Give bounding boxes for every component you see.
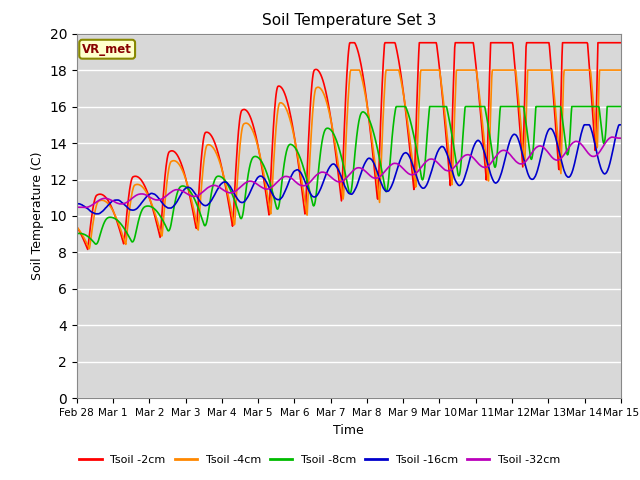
Tsoil -16cm	[294, 167, 301, 173]
Line: Tsoil -4cm: Tsoil -4cm	[77, 70, 621, 249]
Tsoil -8cm	[508, 104, 516, 109]
Tsoil -16cm	[498, 169, 506, 175]
Tsoil -16cm	[617, 122, 625, 128]
Y-axis label: Soil Temperature (C): Soil Temperature (C)	[31, 152, 44, 280]
Line: Tsoil -32cm: Tsoil -32cm	[77, 137, 621, 207]
Tsoil -8cm	[92, 241, 100, 247]
Tsoil -4cm	[129, 186, 137, 192]
Tsoil -4cm	[499, 67, 506, 73]
Tsoil -4cm	[617, 67, 625, 73]
Tsoil -8cm	[617, 104, 625, 109]
Tsoil -8cm	[447, 130, 455, 135]
Tsoil -8cm	[73, 230, 81, 236]
Tsoil -2cm	[508, 40, 516, 46]
Tsoil -32cm	[313, 172, 321, 178]
Line: Tsoil -8cm: Tsoil -8cm	[77, 107, 621, 244]
X-axis label: Time: Time	[333, 424, 364, 437]
Tsoil -8cm	[392, 104, 400, 109]
Tsoil -4cm	[447, 176, 455, 182]
Tsoil -8cm	[129, 239, 137, 245]
Tsoil -4cm	[347, 67, 355, 73]
Tsoil -2cm	[84, 247, 92, 252]
Tsoil -16cm	[580, 122, 588, 128]
Tsoil -16cm	[508, 134, 515, 140]
Tsoil -32cm	[82, 204, 90, 210]
Tsoil -4cm	[313, 84, 321, 90]
Tsoil -4cm	[294, 151, 301, 156]
Tsoil -2cm	[313, 67, 321, 72]
Tsoil -32cm	[447, 167, 455, 173]
Tsoil -32cm	[73, 204, 81, 210]
Tsoil -16cm	[129, 207, 137, 213]
Tsoil -32cm	[508, 153, 515, 159]
Tsoil -2cm	[73, 224, 81, 229]
Tsoil -16cm	[447, 163, 455, 169]
Line: Tsoil -16cm: Tsoil -16cm	[77, 125, 621, 214]
Tsoil -8cm	[313, 184, 321, 190]
Tsoil -32cm	[129, 195, 137, 201]
Tsoil -4cm	[508, 67, 516, 73]
Tsoil -2cm	[294, 154, 301, 159]
Tsoil -2cm	[129, 174, 137, 180]
Tsoil -16cm	[93, 211, 100, 217]
Tsoil -16cm	[313, 192, 321, 198]
Tsoil -16cm	[73, 201, 81, 207]
Tsoil -2cm	[346, 40, 354, 46]
Tsoil -8cm	[499, 104, 506, 109]
Tsoil -32cm	[294, 180, 301, 186]
Tsoil -4cm	[86, 246, 93, 252]
Tsoil -32cm	[608, 134, 616, 140]
Tsoil -32cm	[498, 148, 506, 154]
Tsoil -4cm	[73, 224, 81, 230]
Tsoil -2cm	[447, 145, 455, 151]
Tsoil -32cm	[617, 135, 625, 141]
Tsoil -8cm	[294, 148, 301, 154]
Text: VR_met: VR_met	[82, 43, 132, 56]
Title: Soil Temperature Set 3: Soil Temperature Set 3	[262, 13, 436, 28]
Tsoil -2cm	[499, 40, 506, 46]
Legend: Tsoil -2cm, Tsoil -4cm, Tsoil -8cm, Tsoil -16cm, Tsoil -32cm: Tsoil -2cm, Tsoil -4cm, Tsoil -8cm, Tsoi…	[75, 451, 565, 469]
Tsoil -2cm	[617, 40, 625, 46]
Line: Tsoil -2cm: Tsoil -2cm	[77, 43, 621, 250]
